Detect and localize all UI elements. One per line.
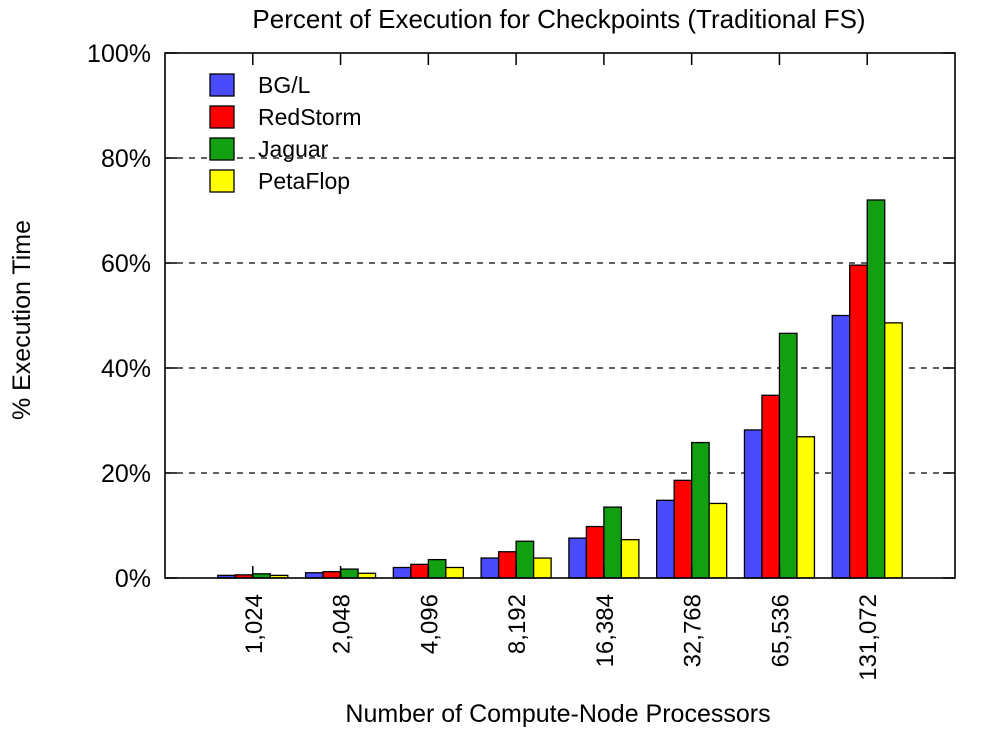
bar-jaguar xyxy=(778,332,798,579)
y-tick-label: 20% xyxy=(101,460,151,488)
bar-redstorm xyxy=(410,563,429,579)
bar-bg-l xyxy=(656,499,675,579)
bar-jaguar xyxy=(691,441,710,579)
bar-petaflop xyxy=(445,566,464,579)
x-tick-label: 16,384 xyxy=(592,594,619,667)
bar-redstorm xyxy=(673,479,693,579)
x-tick-label: 65,536 xyxy=(767,594,794,667)
chart-title: Percent of Execution for Checkpoints (Tr… xyxy=(252,4,865,34)
y-tick-label: 80% xyxy=(101,145,151,173)
bar-petaflop xyxy=(708,502,728,579)
legend-swatch-petaflop xyxy=(209,169,235,193)
bar-bg-l xyxy=(831,314,851,579)
legend-swatch-jaguar xyxy=(209,137,235,161)
x-tick-label: 2,048 xyxy=(329,594,356,654)
x-tick-label: 32,768 xyxy=(680,594,707,667)
axes xyxy=(164,52,956,579)
legend-swatch-bg-l xyxy=(209,73,235,97)
bar-jaguar xyxy=(603,506,623,579)
y-tick-label: 100% xyxy=(87,40,151,68)
y-tick-label: 0% xyxy=(115,565,151,593)
bar-redstorm xyxy=(849,264,868,579)
bar-bg-l xyxy=(743,429,763,579)
x-tick-label: 4,096 xyxy=(416,594,443,654)
x-tick-labels: 1,024 2,048 4,096 8,192 16,384 32,768 65,536 13… xyxy=(241,594,882,681)
legend: BG/L RedStorm Jaguar PetaFlop xyxy=(209,72,362,194)
bar-bg-l xyxy=(392,566,412,579)
legend-label: Jaguar xyxy=(258,136,329,162)
bar-petaflop xyxy=(620,539,640,579)
y-tick-label: 60% xyxy=(101,250,151,278)
bar-bg-l xyxy=(568,537,588,579)
y-tick-labels: 0% 20% 40% 60% 80% 100% xyxy=(87,40,151,593)
x-tick-label: 8,192 xyxy=(504,594,531,654)
bar-petaflop xyxy=(884,322,903,579)
bars xyxy=(217,199,903,579)
legend-label: PetaFlop xyxy=(258,168,350,194)
bar-redstorm xyxy=(497,551,517,579)
x-tick-label: 1,024 xyxy=(241,594,268,654)
x-tick-label: 131,072 xyxy=(855,594,882,681)
bar-petaflop xyxy=(532,557,552,579)
bar-jaguar xyxy=(339,568,359,579)
legend-label: BG/L xyxy=(258,72,311,98)
y-tick-label: 40% xyxy=(101,355,151,383)
x-axis-label: Number of Compute-Node Processors xyxy=(345,700,770,728)
bar-redstorm xyxy=(761,394,781,579)
bar-redstorm xyxy=(585,525,605,579)
bar-redstorm xyxy=(322,571,342,579)
legend-label: RedStorm xyxy=(258,104,362,130)
y-axis-label: % Execution Time xyxy=(8,220,36,420)
bar-bg-l xyxy=(480,557,500,579)
plot-frame xyxy=(164,52,956,579)
legend-swatch-redstorm xyxy=(209,105,235,129)
bar-jaguar xyxy=(427,558,447,579)
bar-petaflop xyxy=(796,436,816,579)
bar-jaguar xyxy=(515,540,535,579)
bar-jaguar xyxy=(866,199,886,579)
